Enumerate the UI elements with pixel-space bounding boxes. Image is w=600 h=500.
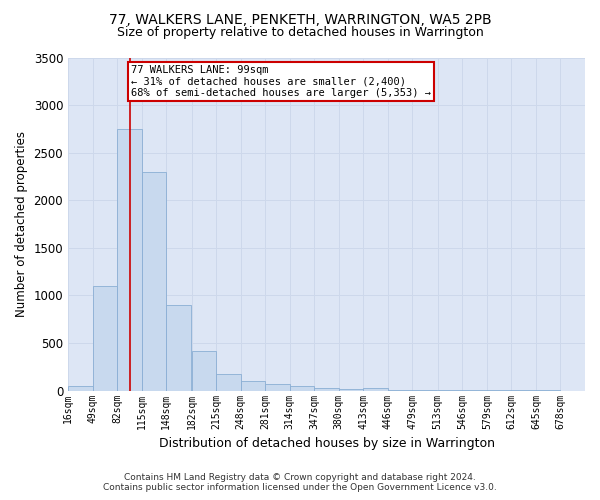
Bar bbox=[68, 386, 92, 390]
X-axis label: Distribution of detached houses by size in Warrington: Distribution of detached houses by size … bbox=[158, 437, 494, 450]
Bar bbox=[216, 374, 241, 390]
Bar bbox=[265, 384, 290, 390]
Text: Size of property relative to detached houses in Warrington: Size of property relative to detached ho… bbox=[116, 26, 484, 39]
Y-axis label: Number of detached properties: Number of detached properties bbox=[15, 131, 28, 317]
Text: Contains HM Land Registry data © Crown copyright and database right 2024.
Contai: Contains HM Land Registry data © Crown c… bbox=[103, 473, 497, 492]
Bar bbox=[364, 388, 388, 390]
Bar bbox=[339, 388, 364, 390]
Bar bbox=[191, 350, 216, 391]
Text: 77, WALKERS LANE, PENKETH, WARRINGTON, WA5 2PB: 77, WALKERS LANE, PENKETH, WARRINGTON, W… bbox=[109, 12, 491, 26]
Bar bbox=[241, 381, 265, 390]
Bar bbox=[166, 305, 191, 390]
Bar bbox=[92, 286, 117, 391]
Bar bbox=[117, 129, 142, 390]
Bar bbox=[142, 172, 166, 390]
Text: 77 WALKERS LANE: 99sqm
← 31% of detached houses are smaller (2,400)
68% of semi-: 77 WALKERS LANE: 99sqm ← 31% of detached… bbox=[131, 65, 431, 98]
Bar bbox=[290, 386, 314, 390]
Bar bbox=[314, 388, 339, 390]
